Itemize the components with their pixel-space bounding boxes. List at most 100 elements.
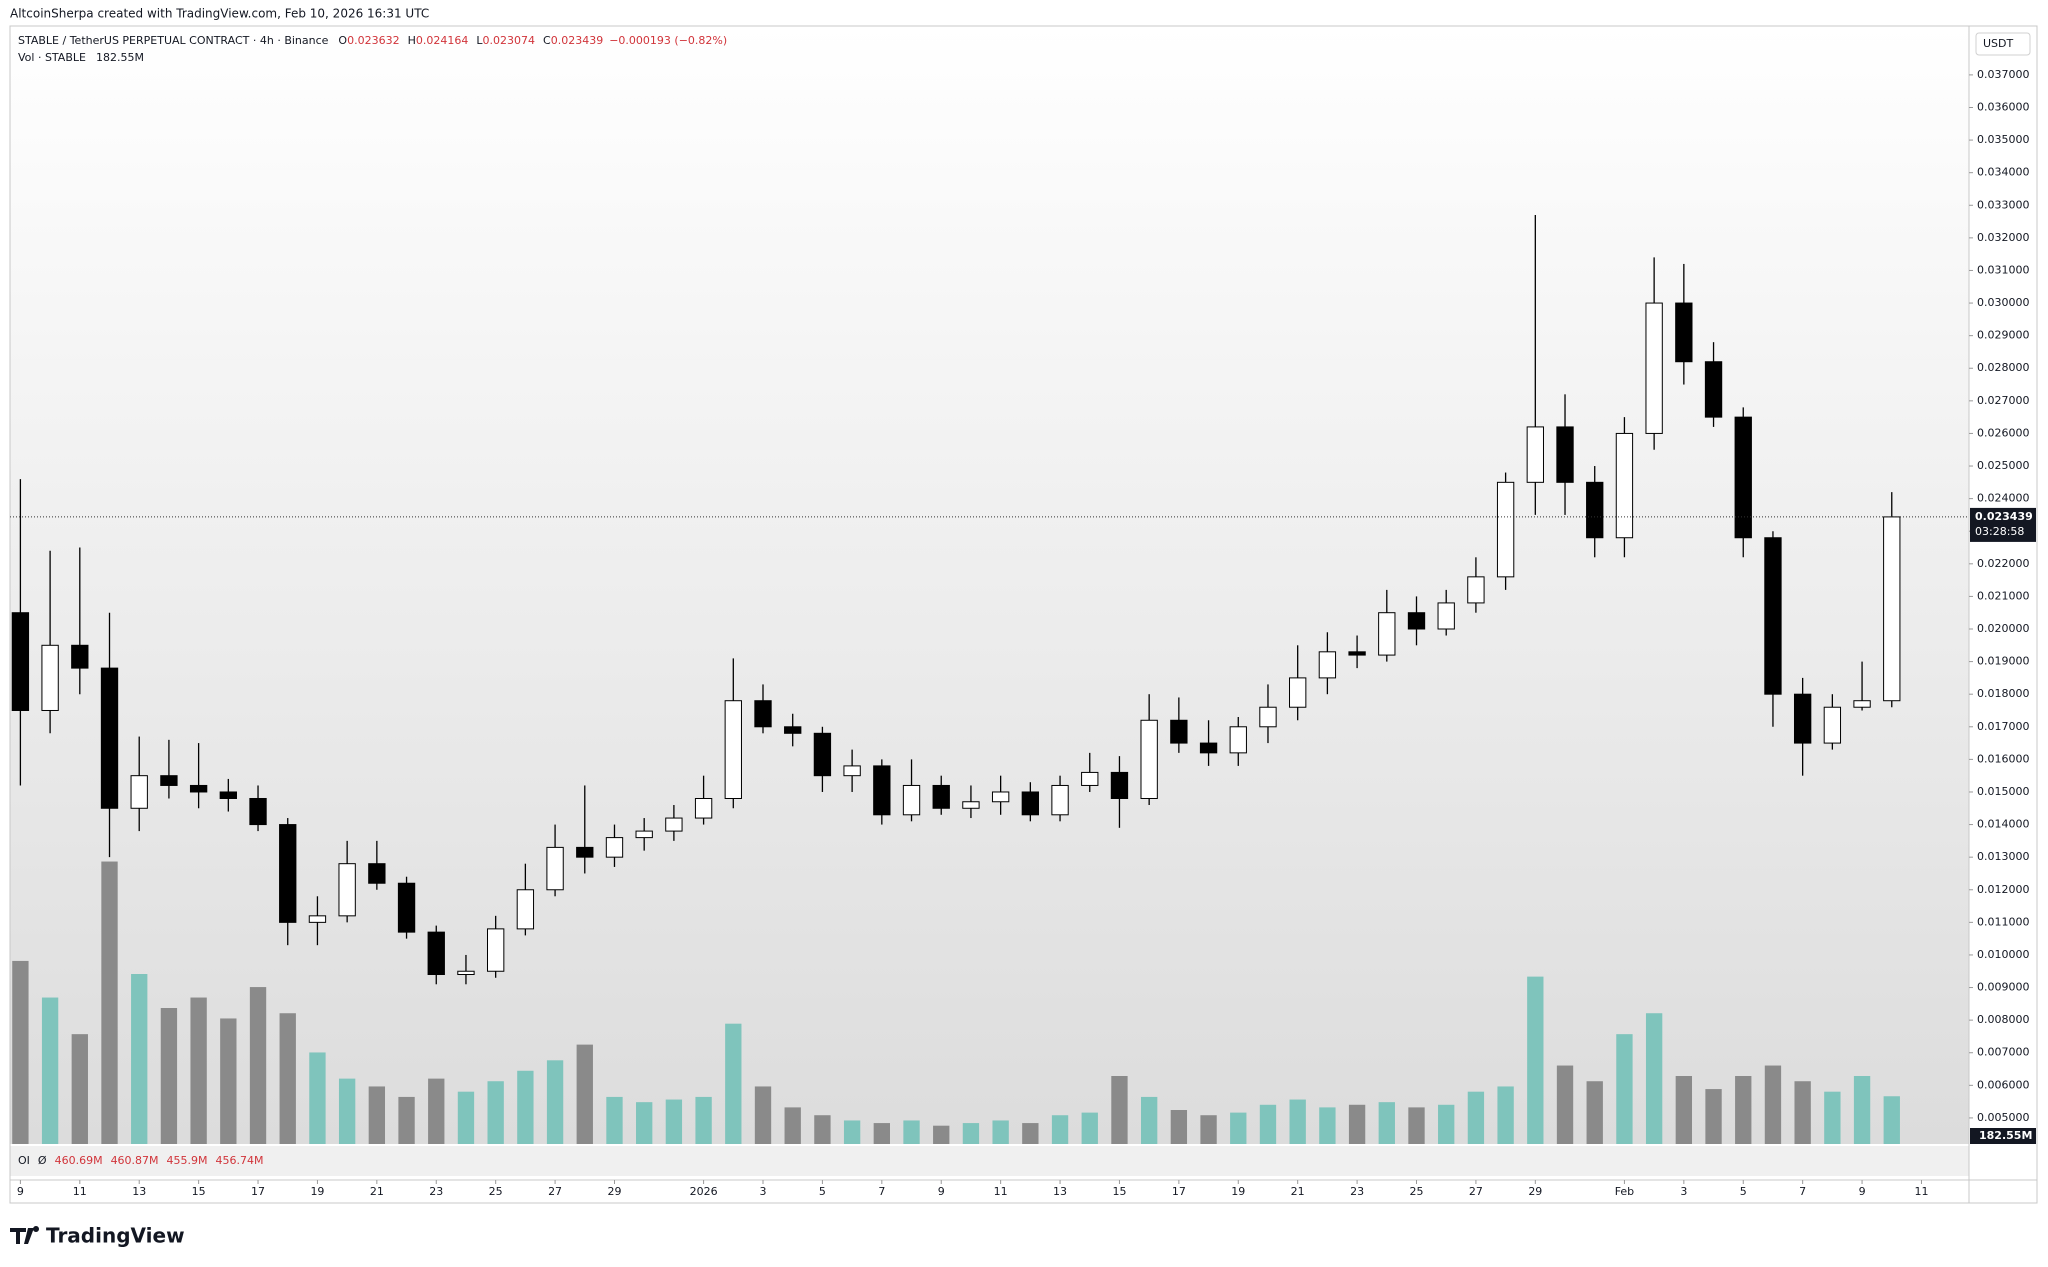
candle-body: [1318, 651, 1337, 679]
volume-bar: [190, 997, 207, 1144]
logo[interactable]: TradingView: [10, 1224, 185, 1248]
x-tick-label: 11: [994, 1185, 1008, 1198]
y-tick-label: 0.035000: [1977, 133, 2030, 146]
candle-body: [813, 732, 832, 777]
x-tick-label: 9: [1859, 1185, 1866, 1198]
volume-bar: [725, 1023, 742, 1144]
y-tick-label: 0.013000: [1977, 850, 2030, 863]
candle-body: [338, 863, 356, 917]
ohlc-key: L: [476, 34, 483, 47]
x-tick-label: 29: [607, 1185, 621, 1198]
candle-body: [1586, 481, 1604, 539]
volume-bar: [1527, 976, 1544, 1144]
volume-bar: [814, 1115, 831, 1144]
x-tick-label: 7: [878, 1185, 885, 1198]
volume-axis-label: 182.55M: [1979, 1129, 2032, 1142]
y-tick-label: 0.018000: [1977, 687, 2030, 700]
candle-body: [1110, 771, 1129, 799]
candle-body: [724, 700, 742, 799]
candle-body: [1645, 302, 1663, 434]
candle-body: [427, 931, 445, 976]
x-tick-label: 29: [1528, 1185, 1542, 1198]
y-tick-label: 0.032000: [1977, 231, 2030, 244]
candle-body: [635, 830, 653, 839]
x-tick-label: 17: [251, 1185, 265, 1198]
volume-bar: [398, 1096, 415, 1144]
y-tick-label: 0.012000: [1977, 883, 2030, 896]
candle-body: [1764, 537, 1782, 695]
candle-body: [249, 797, 267, 826]
volume-bar: [1556, 1065, 1574, 1144]
candle-body: [1496, 481, 1515, 578]
volume-label-box: [1970, 1128, 2036, 1144]
volume-bar: [1170, 1110, 1188, 1144]
candle-body: [1793, 693, 1812, 744]
candle-body: [1853, 700, 1871, 708]
volume-bar: [368, 1086, 386, 1144]
candle-body: [962, 801, 980, 809]
volume-bar: [992, 1120, 1009, 1144]
volume-bar: [41, 997, 59, 1144]
ohlc-value: 0.023632: [347, 34, 400, 47]
y-tick-label: 0.036000: [1977, 100, 2030, 113]
candle-body: [1883, 516, 1901, 702]
chart-frame: [9, 25, 2038, 1204]
volume-bar: [933, 1125, 950, 1144]
volume-bar: [1764, 1065, 1782, 1144]
candle-body: [1229, 726, 1247, 754]
x-tick-label: 13: [132, 1185, 146, 1198]
ohlc-value: 0.024164: [416, 34, 469, 47]
volume-bar: [546, 1060, 564, 1144]
x-tick-label: 25: [489, 1185, 503, 1198]
candle-body: [516, 889, 535, 930]
x-tick-label: 27: [1469, 1185, 1483, 1198]
y-tick-label: 0.034000: [1977, 166, 2030, 179]
legend-line: STABLE / TetherUS PERPETUAL CONTRACT · 4…: [18, 34, 727, 47]
y-tick-label: 0.017000: [1977, 720, 2030, 733]
volume-bar: [1467, 1091, 1485, 1144]
ohlc-key: H: [408, 34, 416, 47]
volume-bar: [873, 1123, 890, 1144]
candle-body: [1199, 742, 1218, 754]
x-tick-label: 11: [1914, 1185, 1928, 1198]
volume-bar: [1645, 1013, 1663, 1144]
x-tick-label: 9: [17, 1185, 24, 1198]
volume-bar: [754, 1086, 772, 1144]
volume-bar: [1675, 1076, 1693, 1144]
ohlc: O0.023632 H0.024164 L0.023074 C0.023439: [338, 34, 603, 47]
candle-body: [189, 784, 208, 793]
candle-body: [1734, 416, 1752, 539]
candle-body: [279, 824, 297, 923]
candle-body: [1823, 706, 1842, 744]
candle-body: [41, 644, 59, 711]
volume-bar: [160, 1008, 178, 1144]
volume-bar: [903, 1120, 920, 1144]
volume-bar: [1259, 1104, 1277, 1144]
y-tick-label: 0.024000: [1977, 492, 2030, 505]
y-tick-label: 0.016000: [1977, 752, 2030, 765]
x-tick-label: 15: [192, 1185, 206, 1198]
currency[interactable]: USDT: [1983, 37, 2014, 50]
x-tick-label: 9: [938, 1185, 945, 1198]
volume-value: 182.55M: [96, 51, 144, 64]
y-tick-label: 0.031000: [1977, 263, 2030, 276]
ohlc-value: 0.023439: [551, 34, 604, 47]
oi-title: OI: [18, 1154, 30, 1167]
candle-body: [902, 784, 921, 816]
volume-legend: Vol · STABLE 182.55M: [18, 51, 144, 64]
candle-body: [486, 928, 505, 972]
volume-bar: [962, 1123, 980, 1144]
x-tick-label: 23: [429, 1185, 443, 1198]
volume-bar: [1378, 1102, 1395, 1144]
candle-body: [1021, 791, 1040, 816]
volume-bar: [457, 1091, 475, 1144]
y-tick-label: 0.030000: [1977, 296, 2030, 309]
y-tick-label: 0.021000: [1977, 589, 2030, 602]
currency-button[interactable]: [1975, 32, 2031, 56]
candle-body: [694, 797, 713, 819]
candle-body: [1704, 361, 1723, 418]
x-tick-label: 21: [370, 1185, 384, 1198]
candle-body: [368, 863, 386, 884]
volume-bar: [1853, 1076, 1871, 1144]
